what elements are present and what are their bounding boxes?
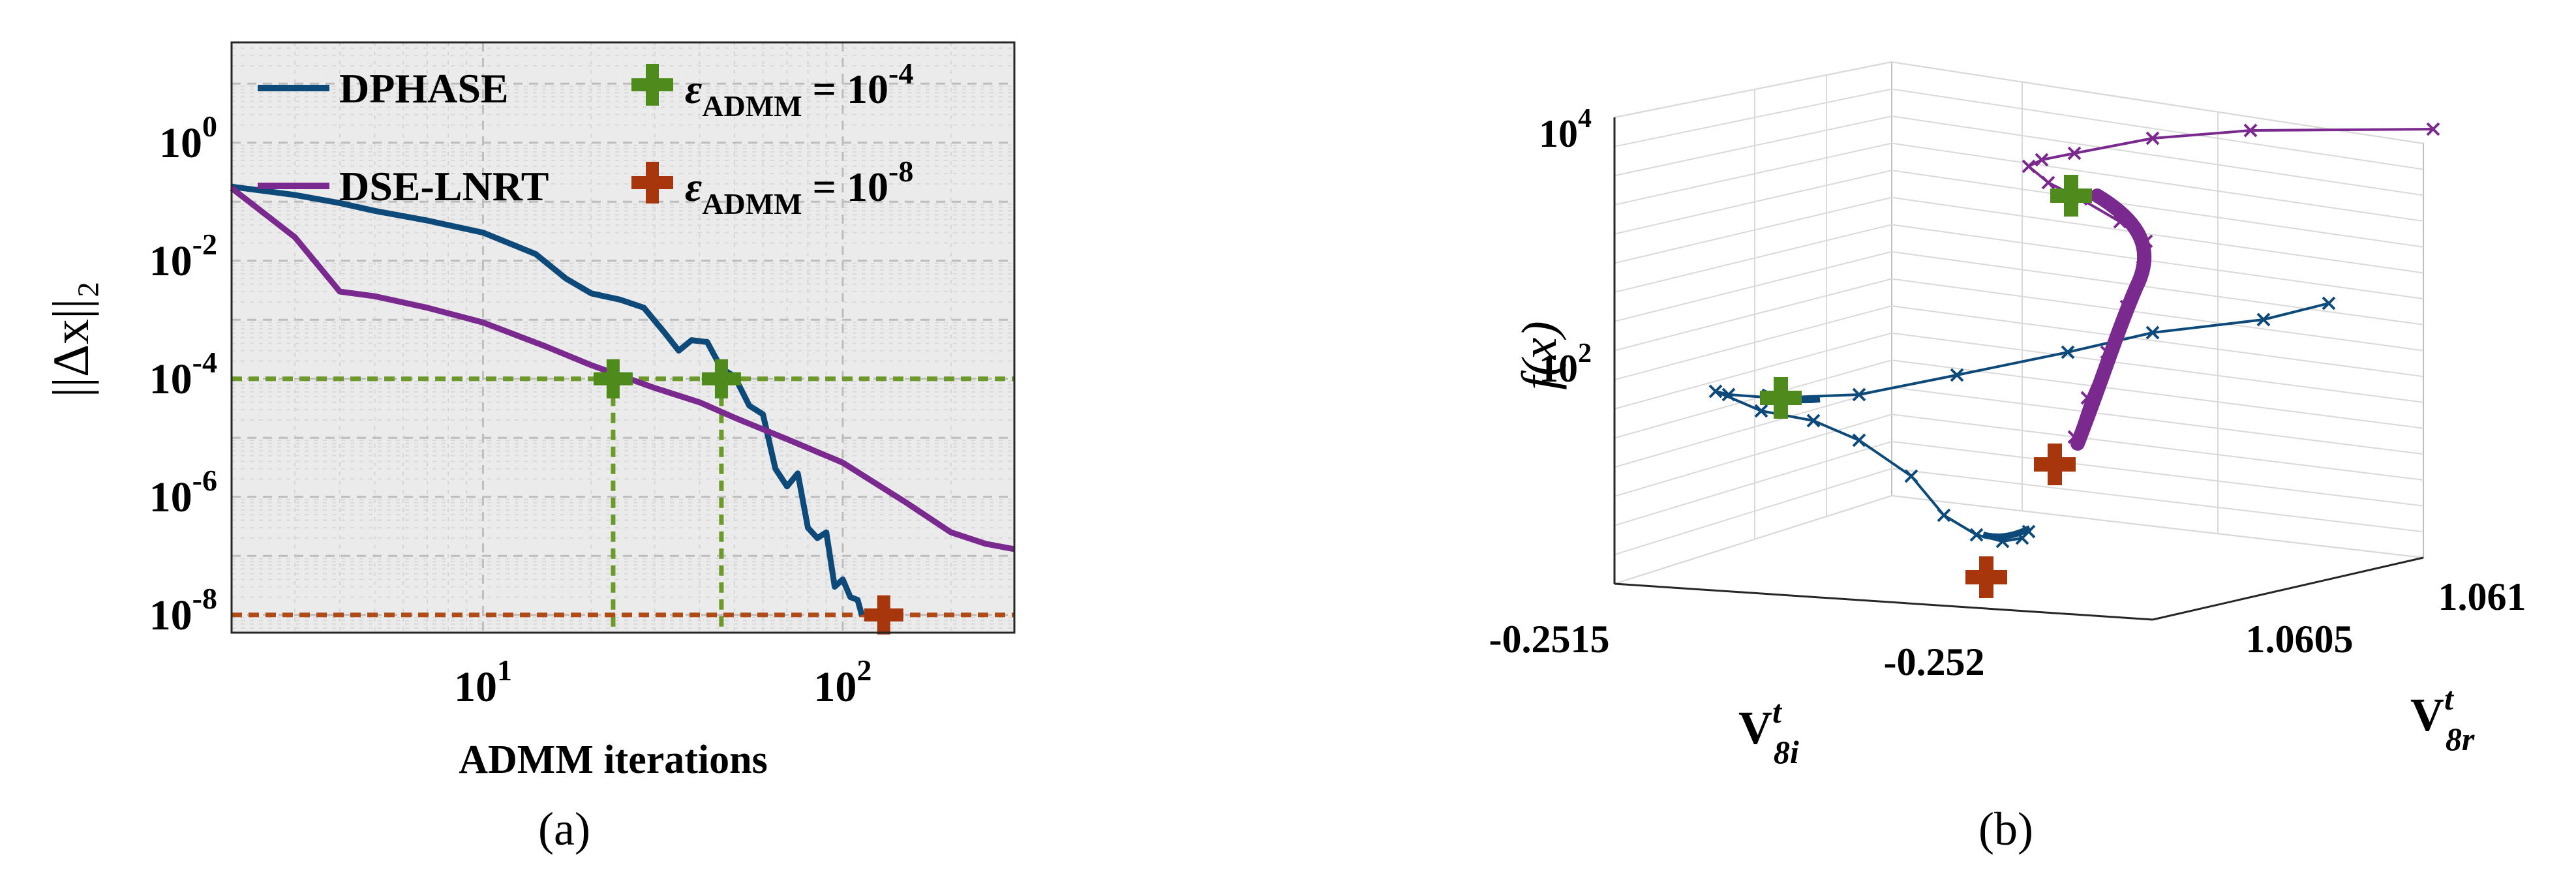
y-tick-label: 10-2 — [149, 228, 217, 285]
grid-line-z — [1614, 332, 2424, 410]
legend: DPHASE DSE-LNRT εADMM = 10-4 εADMM = 10-… — [258, 57, 913, 220]
trajectory-point-marker — [2061, 345, 2075, 359]
back-wall-right — [1891, 61, 2424, 559]
plot-a-series — [230, 183, 1015, 616]
plot-b-grid — [1614, 61, 2424, 584]
y-tick-labels: 100 10-2 10-4 10-6 10-8 — [149, 110, 217, 639]
x-tick-label: 101 — [454, 654, 512, 711]
threshold-marker--4 — [701, 359, 741, 399]
grid-line-z — [1614, 305, 2424, 381]
x-axis-label-3d: Vt 8i — [1738, 693, 1799, 770]
trajectory-point-marker — [1950, 368, 1964, 382]
z-tick-label: 104 — [1539, 104, 1592, 155]
trajectory-point-marker — [1754, 404, 1768, 418]
y-tick-label: 10-6 — [149, 464, 217, 521]
x-tick-label: -0.252 — [1884, 640, 1985, 684]
marker-red-dphase — [1965, 556, 2007, 598]
panel-a: 101 102 100 10-2 10-4 10-6 10-8 ADMM iteratio… — [42, 41, 1016, 855]
trajectory-point-marker — [1806, 414, 1821, 428]
trajectory-point-marker — [2035, 153, 2049, 167]
trajectory-point-marker — [1852, 387, 1866, 402]
trajectory-point-marker — [2256, 312, 2271, 327]
grid-line-z — [1614, 494, 2424, 584]
trajectory-point-marker — [2145, 325, 2160, 340]
trajectory-point-marker — [2243, 123, 2258, 138]
trajectory-point-marker — [2145, 131, 2160, 145]
marker-green-dphase — [1760, 377, 1802, 419]
grid-line-z — [1614, 359, 2424, 439]
series-line-dse-lnrt — [230, 185, 1015, 552]
y-tick-label: 10-8 — [149, 582, 217, 639]
grid-line-z — [1614, 170, 2424, 248]
trajectory-point-marker — [2426, 122, 2440, 136]
grid-line-z — [1614, 440, 2424, 526]
grid-line-z — [1614, 88, 2424, 170]
z-axis-label: f(x) — [1512, 321, 1567, 389]
x-tick-label: -0.2515 — [1489, 618, 1610, 661]
y-axis-label: ||Δx||₂ — [42, 281, 99, 398]
y-tick-labels-3d: 1.0605 1.061 — [2246, 575, 2526, 661]
plot-b-threshold-markers — [1760, 175, 2092, 598]
grid-line-z — [1614, 196, 2424, 274]
legend-eps-red-marker — [631, 162, 673, 203]
marker-green-dse-lnrt — [2050, 175, 2092, 217]
x-axis-line-3d — [1614, 582, 2153, 621]
grid-line-z — [1614, 142, 2424, 222]
trajectory-point-marker — [1721, 387, 1736, 402]
caption-b: (b) — [1978, 803, 2033, 855]
legend-label-dse-lnrt: DSE-LNRT — [339, 163, 549, 209]
grid-line-z — [1614, 278, 2424, 352]
legend-eps-red-label: εADMM = 10-8 — [685, 155, 913, 220]
grid-line-z — [1614, 224, 2424, 300]
x-tick-labels: 101 102 — [454, 654, 871, 711]
grid-line-z — [1614, 115, 2424, 196]
trajectory-point-marker — [2041, 175, 2055, 190]
x-axis-label: ADMM iterations — [459, 738, 767, 782]
grid-line-z — [1614, 468, 2424, 556]
grid-line-z — [1614, 414, 2424, 497]
legend-eps-green-label: εADMM = 10-4 — [685, 57, 913, 123]
threshold-marker--8 — [864, 595, 903, 635]
plot-a-background — [232, 42, 1014, 633]
trajectory-point-marker — [1904, 469, 1918, 483]
plot-b-axes — [1613, 117, 2424, 621]
series-line-dphase — [231, 183, 865, 616]
threshold-markers — [593, 359, 903, 635]
caption-a: (a) — [538, 803, 590, 855]
trajectory-dse — [2027, 128, 2434, 438]
panel-b: 104 102 -0.2515 -0.252 1.0605 1.061 f(x)… — [1489, 61, 2526, 855]
threshold-marker--4 — [593, 359, 633, 399]
trajectory-point-marker — [1708, 384, 1723, 399]
grid-line-z — [1614, 61, 2424, 144]
trajectory-point-marker — [1969, 528, 1984, 542]
back-wall-left — [1614, 61, 1892, 585]
y-axis-line-3d — [2152, 556, 2424, 621]
trajectory-dphase — [1714, 302, 2329, 543]
y-tick-label: 1.061 — [2438, 575, 2526, 618]
y-tick-label: 100 — [159, 110, 217, 167]
legend-label-dphase: DPHASE — [339, 65, 509, 112]
z-tick-label: 102 — [1539, 339, 1592, 390]
x-tick-labels-3d: -0.2515 -0.252 — [1489, 618, 1985, 684]
trajectory-point-marker — [1852, 433, 1866, 447]
y-tick-label: 10-4 — [149, 346, 217, 403]
trajectory-point-marker — [2022, 159, 2036, 173]
trajectory-dse-dense — [2070, 188, 2152, 451]
grid-line-z — [1614, 250, 2424, 325]
marker-red-dse-lnrt — [2034, 444, 2076, 485]
x-tick-label: 102 — [813, 654, 871, 711]
plot-a-frame — [230, 41, 1016, 634]
legend-eps-green-marker — [631, 64, 673, 106]
y-axis-label-3d: Vt 8r — [2410, 680, 2475, 757]
trajectory-dphase-dense — [1982, 525, 2032, 540]
trajectory-point-marker — [2322, 296, 2336, 310]
trajectory-point-marker — [2067, 146, 2082, 160]
z-tick-labels: 104 102 — [1539, 104, 1592, 390]
y-tick-label: 1.0605 — [2246, 618, 2354, 661]
trajectory-point-marker — [1937, 508, 1951, 522]
